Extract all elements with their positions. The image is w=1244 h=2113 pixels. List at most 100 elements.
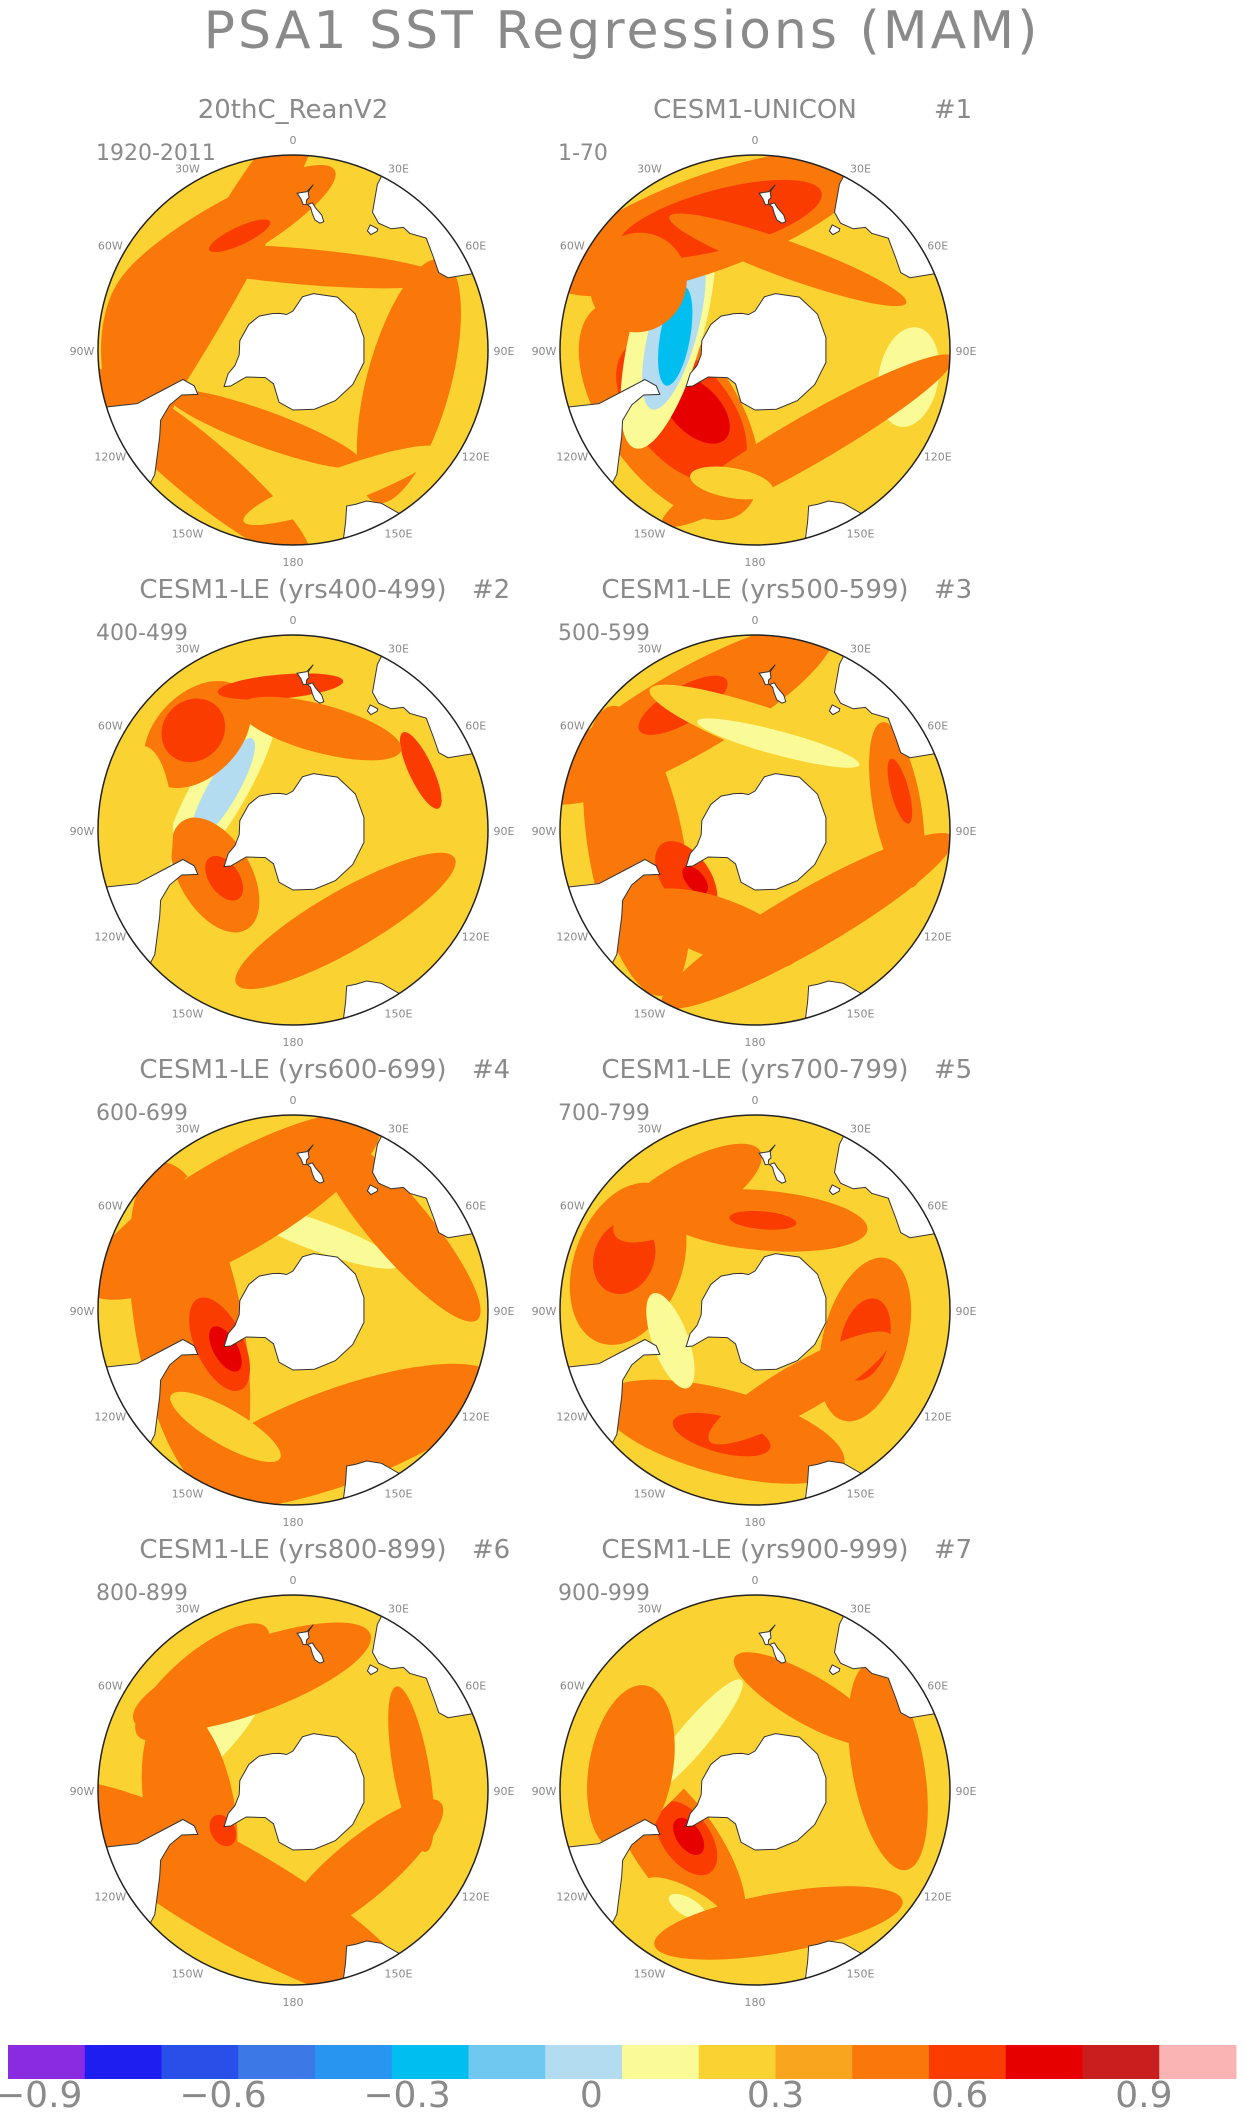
longitude-label: 150W (634, 528, 666, 541)
anomaly-contour (661, 833, 950, 1009)
map-panel: CESM1-LE (yrs500-599) #3 500-599 0 30E 60E 90E… (532, 575, 977, 1049)
map-border (559, 1594, 951, 1986)
colorbar-tick-label: −0.9 (0, 2075, 82, 2113)
anomaly-contour (673, 1817, 705, 1855)
longitude-label: 150E (847, 1488, 875, 1501)
longitude-label: 60W (560, 240, 585, 253)
anomaly-contour (209, 1326, 242, 1372)
land-tasmania (366, 1184, 379, 1196)
anomaly-contour (238, 696, 402, 761)
map-border (97, 634, 489, 1026)
panels: 20thC_ReanV2 1920-2011 0 30E 60E 90E 120E 150E 1… (70, 95, 977, 2009)
longitude-label: 60E (465, 240, 486, 253)
longitude-label: 60W (98, 720, 123, 733)
land-nzNorth (296, 1144, 314, 1166)
colorbar-box (929, 2045, 1007, 2079)
panel-title: CESM1-LE (yrs400-499) (139, 575, 446, 605)
sst-field (560, 1595, 950, 1985)
longitude-label: 150W (172, 1488, 204, 1501)
longitude-label: 180 (745, 556, 766, 569)
panel-years: 700-799 (558, 1101, 650, 1126)
longitude-label: 0 (290, 134, 297, 147)
land-tasmania (828, 1664, 841, 1676)
land-antarctica (685, 293, 827, 411)
anomaly-contour (243, 445, 442, 526)
anomaly-contour (654, 1886, 903, 1960)
colorbar-box (238, 2045, 316, 2079)
panel-years: 600-699 (96, 1101, 188, 1126)
panel-title: CESM1-LE (yrs600-699) (139, 1055, 446, 1085)
panel-title: CESM1-LE (yrs700-799) (601, 1055, 908, 1085)
longitude-label: 30W (175, 162, 200, 175)
colorbar-box (8, 2045, 86, 2079)
longitude-label: 120E (924, 931, 952, 944)
colorbar-box (622, 2045, 700, 2079)
longitude-label: 60E (465, 720, 486, 733)
anomaly-contour (113, 746, 173, 914)
panel-tag: #4 (472, 1055, 510, 1085)
figure-title: PSA1 SST Regressions (MAM) (204, 1, 1041, 61)
map-border (559, 154, 951, 546)
longitude-label: 120E (924, 451, 952, 464)
longitude-label: 90E (956, 1305, 977, 1318)
anomaly-contour (356, 258, 461, 504)
colorbar-box (1005, 2045, 1083, 2079)
longitude-label: 150E (385, 528, 413, 541)
anomaly-contour (708, 1331, 892, 1445)
land-nzNorth (758, 1144, 776, 1166)
longitude-label: 90W (532, 1305, 557, 1318)
panel-tag: #7 (934, 1535, 972, 1565)
colorbar-box (545, 2045, 623, 2079)
longitude-label: 60E (927, 720, 948, 733)
longitude-label: 150E (847, 1968, 875, 1981)
longitude-label: 60W (98, 240, 123, 253)
longitude-label: 90W (70, 1785, 95, 1798)
colorbar-tick-label: 0.9 (1115, 2075, 1172, 2113)
longitude-label: 150E (385, 1488, 413, 1501)
longitude-label: 90E (494, 1785, 515, 1798)
colorbar-box (698, 2045, 776, 2079)
longitude-label: 30W (637, 1122, 662, 1135)
land-nzSouth (768, 1642, 787, 1664)
panel-tag: #6 (472, 1535, 510, 1565)
anomaly-contour (618, 179, 822, 260)
longitude-label: 180 (283, 556, 304, 569)
panel-title: CESM1-UNICON (653, 95, 857, 125)
panel-tag: #1 (934, 95, 972, 125)
panel-title: 20thC_ReanV2 (198, 95, 389, 125)
longitude-label: 180 (283, 1516, 304, 1529)
land-antarctica (685, 773, 827, 891)
longitude-label: 30E (388, 1602, 409, 1615)
anomaly-contour (646, 1293, 695, 1389)
map-border (559, 634, 951, 1026)
longitude-label: 60E (927, 240, 948, 253)
longitude-label: 60W (560, 720, 585, 733)
longitude-label: 120E (462, 1411, 490, 1424)
anomaly-contour (180, 1363, 488, 1505)
anomaly-contour (277, 1799, 444, 1942)
colorbar: −0.9 −0.6 −0.3 0 0.3 0.6 0.9 (0, 2045, 1237, 2113)
land-antarctica (223, 293, 365, 411)
longitude-label: 30E (850, 162, 871, 175)
longitude-label: 90W (70, 1305, 95, 1318)
longitude-label: 120W (94, 1411, 126, 1424)
panel-title: CESM1-LE (yrs900-999) (601, 1535, 908, 1565)
map-panel: 20thC_ReanV2 1920-2011 0 30E 60E 90E 120E 150E 1… (70, 95, 515, 569)
longitude-label: 0 (752, 614, 759, 627)
anomaly-contour (639, 888, 799, 969)
longitude-label: 60W (560, 1680, 585, 1693)
longitude-label: 150E (385, 1968, 413, 1981)
sst-field (98, 1595, 488, 1985)
colorbar-box (84, 2045, 162, 2079)
land-nzSouth (306, 682, 325, 704)
anomaly-contour (235, 852, 456, 990)
panel-years: 900-999 (558, 1581, 650, 1606)
longitude-label: 60W (98, 1200, 123, 1213)
anomaly-contour (682, 866, 709, 895)
colorbar-box (468, 2045, 546, 2079)
longitude-label: 120E (924, 1891, 952, 1904)
longitude-label: 90E (956, 1785, 977, 1798)
longitude-label: 0 (290, 614, 297, 627)
longitude-label: 90E (494, 1305, 515, 1318)
panel-years: 500-599 (558, 621, 650, 646)
